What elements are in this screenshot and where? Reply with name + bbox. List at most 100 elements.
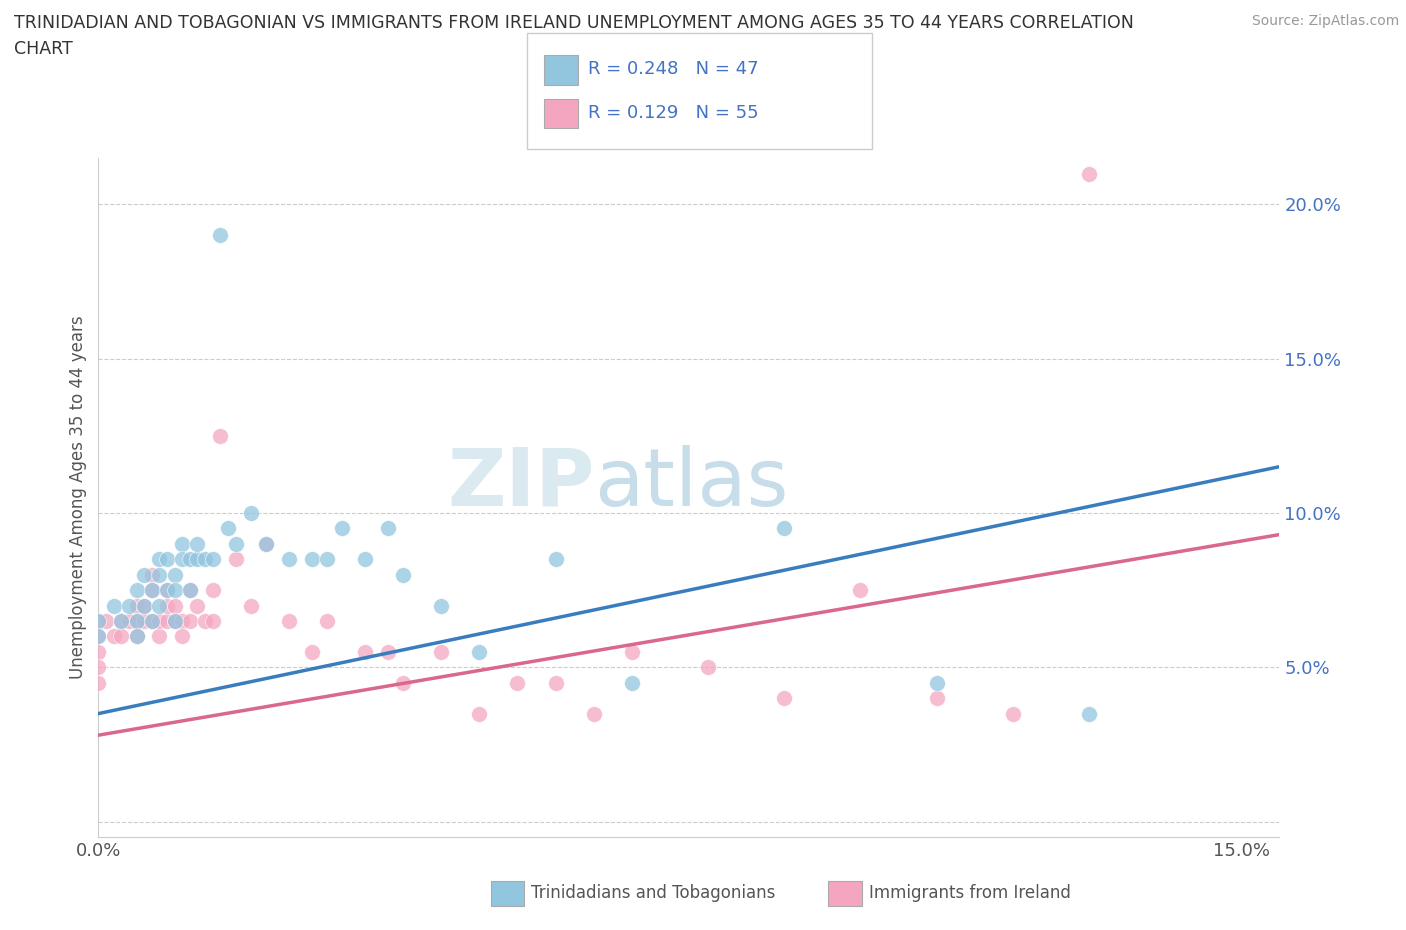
Point xyxy=(186,537,208,551)
Text: TRINIDADIAN AND TOBAGONIAN VS IMMIGRANTS FROM IRELAND UNEMPLOYMENT AMONG AGES 35: TRINIDADIAN AND TOBAGONIAN VS IMMIGRANTS… xyxy=(14,14,1133,59)
Point xyxy=(118,614,141,629)
Point xyxy=(141,614,163,629)
Point xyxy=(156,583,179,598)
Point xyxy=(141,567,163,582)
Point xyxy=(179,583,201,598)
Point xyxy=(179,583,201,598)
Point xyxy=(194,551,217,566)
Point xyxy=(1078,166,1101,181)
Point xyxy=(620,644,643,659)
Point xyxy=(468,706,491,721)
Point xyxy=(125,629,148,644)
Point xyxy=(316,551,339,566)
Point xyxy=(125,614,148,629)
Point xyxy=(110,614,132,629)
Point xyxy=(301,644,323,659)
Point xyxy=(141,614,163,629)
Point xyxy=(209,228,232,243)
Text: R = 0.248   N = 47: R = 0.248 N = 47 xyxy=(588,60,758,78)
Text: Source: ZipAtlas.com: Source: ZipAtlas.com xyxy=(1251,14,1399,28)
Point xyxy=(392,567,415,582)
Point xyxy=(134,598,156,613)
Point xyxy=(277,614,299,629)
Point xyxy=(1078,706,1101,721)
Point xyxy=(217,521,239,536)
Point xyxy=(87,614,110,629)
Point xyxy=(697,660,720,675)
Point xyxy=(354,644,377,659)
Point xyxy=(134,598,156,613)
Point xyxy=(377,521,399,536)
Point xyxy=(430,644,453,659)
Point xyxy=(277,551,299,566)
Point xyxy=(194,614,217,629)
Point xyxy=(254,537,277,551)
Point xyxy=(392,675,415,690)
Point xyxy=(156,551,179,566)
Point xyxy=(330,521,353,536)
Point xyxy=(316,614,339,629)
Point xyxy=(172,551,194,566)
Point xyxy=(110,614,132,629)
Point xyxy=(225,537,247,551)
Point xyxy=(172,614,194,629)
Point xyxy=(94,614,117,629)
Point xyxy=(87,629,110,644)
Point xyxy=(179,614,201,629)
Point xyxy=(849,583,872,598)
Point xyxy=(925,675,948,690)
Point xyxy=(148,598,170,613)
Point xyxy=(125,598,148,613)
Point xyxy=(141,583,163,598)
Point xyxy=(141,583,163,598)
Point xyxy=(163,614,186,629)
Point xyxy=(134,567,156,582)
Point xyxy=(773,691,796,706)
Point xyxy=(163,614,186,629)
Point xyxy=(239,598,262,613)
Point xyxy=(156,614,179,629)
Point xyxy=(87,675,110,690)
Point xyxy=(163,567,186,582)
Point xyxy=(582,706,605,721)
Point xyxy=(87,660,110,675)
Point xyxy=(544,551,567,566)
Point xyxy=(156,583,179,598)
Point xyxy=(186,598,208,613)
Point xyxy=(134,614,156,629)
Point xyxy=(87,644,110,659)
Point xyxy=(148,629,170,644)
Point xyxy=(125,629,148,644)
Point xyxy=(1001,706,1024,721)
Point xyxy=(620,675,643,690)
Point xyxy=(110,629,132,644)
Text: Immigrants from Ireland: Immigrants from Ireland xyxy=(869,884,1071,902)
Point xyxy=(156,598,179,613)
Point xyxy=(430,598,453,613)
Point xyxy=(201,614,224,629)
Point xyxy=(148,551,170,566)
Point xyxy=(118,598,141,613)
Point xyxy=(544,675,567,690)
Point xyxy=(148,614,170,629)
Point xyxy=(163,583,186,598)
Point xyxy=(87,614,110,629)
Point xyxy=(773,521,796,536)
Point xyxy=(925,691,948,706)
Text: R = 0.129   N = 55: R = 0.129 N = 55 xyxy=(588,103,758,122)
Point xyxy=(209,429,232,444)
Point xyxy=(103,629,125,644)
Text: ZIP: ZIP xyxy=(447,445,595,523)
Point xyxy=(186,551,208,566)
Point xyxy=(201,551,224,566)
Point xyxy=(225,551,247,566)
Point xyxy=(148,567,170,582)
Point xyxy=(239,506,262,521)
Point xyxy=(179,551,201,566)
Point xyxy=(103,598,125,613)
Point xyxy=(506,675,529,690)
Point xyxy=(125,583,148,598)
Point xyxy=(377,644,399,659)
Point xyxy=(468,644,491,659)
Point xyxy=(254,537,277,551)
